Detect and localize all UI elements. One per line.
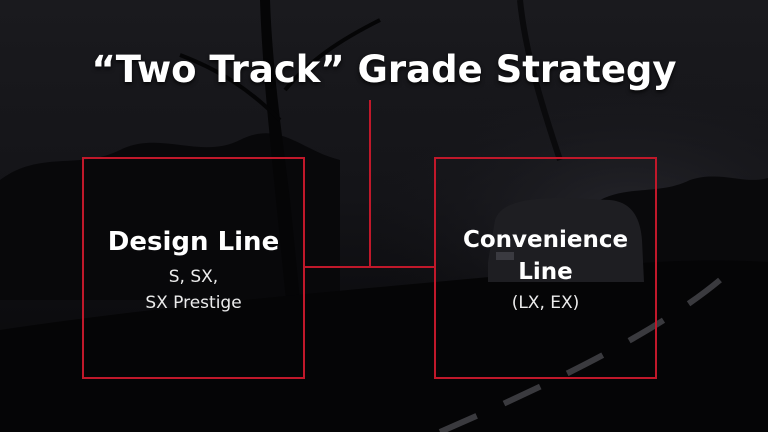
design-line-grades-line-1: S, SX, — [168, 267, 219, 287]
design-line-heading: Design Line — [107, 227, 280, 257]
design-line-grades-line-2: SX Prestige — [145, 293, 242, 313]
slide-title: “Two Track” Grade Strategy — [91, 48, 677, 91]
design-line-box: Design Line S, SX, SX Prestige — [82, 157, 305, 379]
convenience-line-grades: (LX, EX) — [511, 293, 580, 313]
connector-horizontal — [305, 266, 434, 268]
connector-vertical — [369, 100, 371, 267]
convenience-line-box: Convenience Line (LX, EX) — [434, 157, 657, 379]
convenience-line-heading-line-1: Convenience — [462, 227, 629, 253]
convenience-line-heading-line-2: Line — [518, 259, 573, 285]
